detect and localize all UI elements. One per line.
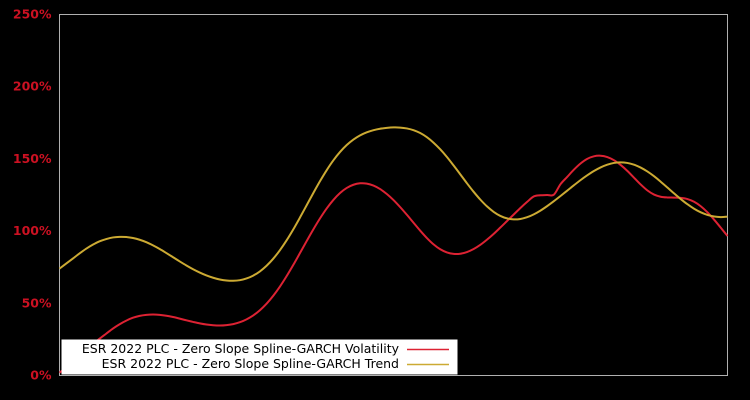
plot-area-border [59,14,728,376]
y-axis-tick-label: 250% [13,7,52,22]
legend-item-label: ESR 2022 PLC - Zero Slope Spline-GARCH T… [102,356,399,371]
y-axis-tick-label: 150% [13,151,52,166]
y-axis-tick-labels: 0% 50% 100% 150% 200% 250% [13,7,52,383]
series-line [58,126,728,282]
y-axis-tick-label: 50% [22,295,52,310]
y-axis-tick-label: 200% [13,79,52,94]
chart-legend: ESR 2022 PLC - Zero Slope Spline-GARCH V… [61,339,458,375]
legend-background [61,339,458,375]
series-line [58,154,729,374]
legend-item-label: ESR 2022 PLC - Zero Slope Spline-GARCH V… [82,341,400,356]
plot-axis-frame [59,14,728,376]
y-axis-tick-label: 0% [30,368,52,383]
series-lines [58,126,729,374]
y-axis-tick-label: 100% [13,223,52,238]
